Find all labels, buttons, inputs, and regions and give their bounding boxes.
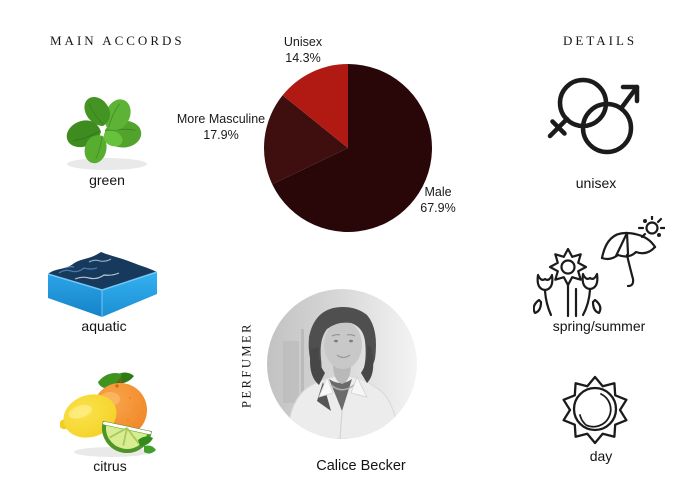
perfumer-photo xyxy=(267,289,417,439)
main-accords-heading: MAIN ACCORDS xyxy=(50,33,185,48)
day-sun-icon xyxy=(562,375,628,445)
gender-pie-chart xyxy=(263,64,432,233)
pie-label-more-masculine-pct: 17.9% xyxy=(203,128,239,142)
details-heading: DETAILS xyxy=(563,33,638,48)
spring-summer-icon xyxy=(533,216,665,318)
pie-slice-male xyxy=(272,64,432,233)
pie-label-male-pct: 67.9% xyxy=(420,201,456,215)
accord-label-aquatic: aquatic xyxy=(81,318,127,334)
accord-label-green: green xyxy=(89,172,125,188)
perfumer-name: Calice Becker xyxy=(316,458,406,474)
detail-label-day: day xyxy=(589,448,613,464)
detail-label-unisex: unisex xyxy=(575,175,617,191)
basil-leaves-image xyxy=(66,97,147,170)
citrus-fruits-image xyxy=(60,372,156,457)
perfumer-section-label: PERFUMER xyxy=(239,322,254,408)
detail-label-spring-summer: spring/summer xyxy=(552,318,646,334)
pie-label-unisex-pct: 14.3% xyxy=(285,51,321,65)
pie-label-more-masculine: More Masculine 17.9% xyxy=(146,111,296,143)
pie-label-male-name: Male xyxy=(424,185,452,199)
pie-label-more-masculine-name: More Masculine xyxy=(176,112,266,126)
pie-label-unisex: Unisex 14.3% xyxy=(253,34,353,66)
unisex-gender-icon xyxy=(547,77,640,155)
pie-slice-more-masculine xyxy=(263,95,348,185)
water-cube-image xyxy=(47,252,158,317)
pie-slice-unisex xyxy=(282,64,348,148)
pie-label-unisex-name: Unisex xyxy=(283,35,323,49)
accord-label-citrus: citrus xyxy=(93,458,127,474)
pie-label-male: Male 67.9% xyxy=(388,184,488,216)
